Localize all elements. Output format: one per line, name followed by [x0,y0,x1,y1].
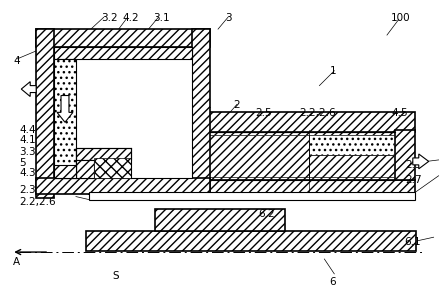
Text: 1: 1 [329,66,336,76]
Text: 6: 6 [329,277,336,287]
Text: A: A [13,257,20,267]
Text: 100: 100 [391,13,411,23]
Bar [116,135,309,177]
Bar [54,47,192,59]
Bar [109,132,395,180]
Polygon shape [413,154,429,169]
Text: 5: 5 [19,158,26,168]
Text: 3.3: 3.3 [19,147,36,157]
Bar [94,158,131,178]
Text: 2.3,2.4: 2.3,2.4 [19,185,56,195]
Text: 2.5: 2.5 [255,108,271,118]
Text: S: S [113,271,119,281]
Bar [86,231,416,251]
Text: 3.1: 3.1 [154,13,170,23]
Text: 3: 3 [225,13,232,23]
Text: 2.2,2.6: 2.2,2.6 [19,197,56,207]
Text: 2.1: 2.1 [195,101,212,111]
Bar [54,59,76,178]
Text: 3.2: 3.2 [101,13,117,23]
Bar [155,210,285,231]
Bar [54,165,76,178]
Bar [54,47,192,178]
Bar [36,29,210,47]
Text: 4.3: 4.3 [19,168,36,178]
Bar [116,135,384,177]
Text: 2.3': 2.3' [405,160,424,170]
Text: 4: 4 [13,56,20,66]
Bar [76,160,94,178]
Bar [309,135,394,155]
Bar [36,178,210,194]
Text: 4.2: 4.2 [123,13,139,23]
Bar [89,180,415,194]
Text: 6.1: 6.1 [404,237,420,247]
Text: 6.2: 6.2 [258,210,274,220]
Bar [76,148,131,160]
Text: 2.7: 2.7 [405,175,421,185]
Polygon shape [57,95,73,122]
Bar [192,29,210,198]
Text: 2.2,2.6: 2.2,2.6 [300,108,336,118]
Text: 2: 2 [233,101,240,111]
Bar [395,130,415,180]
Bar [89,112,415,132]
Text: 4.5: 4.5 [392,108,408,118]
Polygon shape [21,82,36,97]
Bar [89,192,415,200]
Bar [309,155,394,177]
Bar [36,29,54,198]
Text: 4.1: 4.1 [19,135,36,145]
Text: 4.4: 4.4 [19,125,36,135]
